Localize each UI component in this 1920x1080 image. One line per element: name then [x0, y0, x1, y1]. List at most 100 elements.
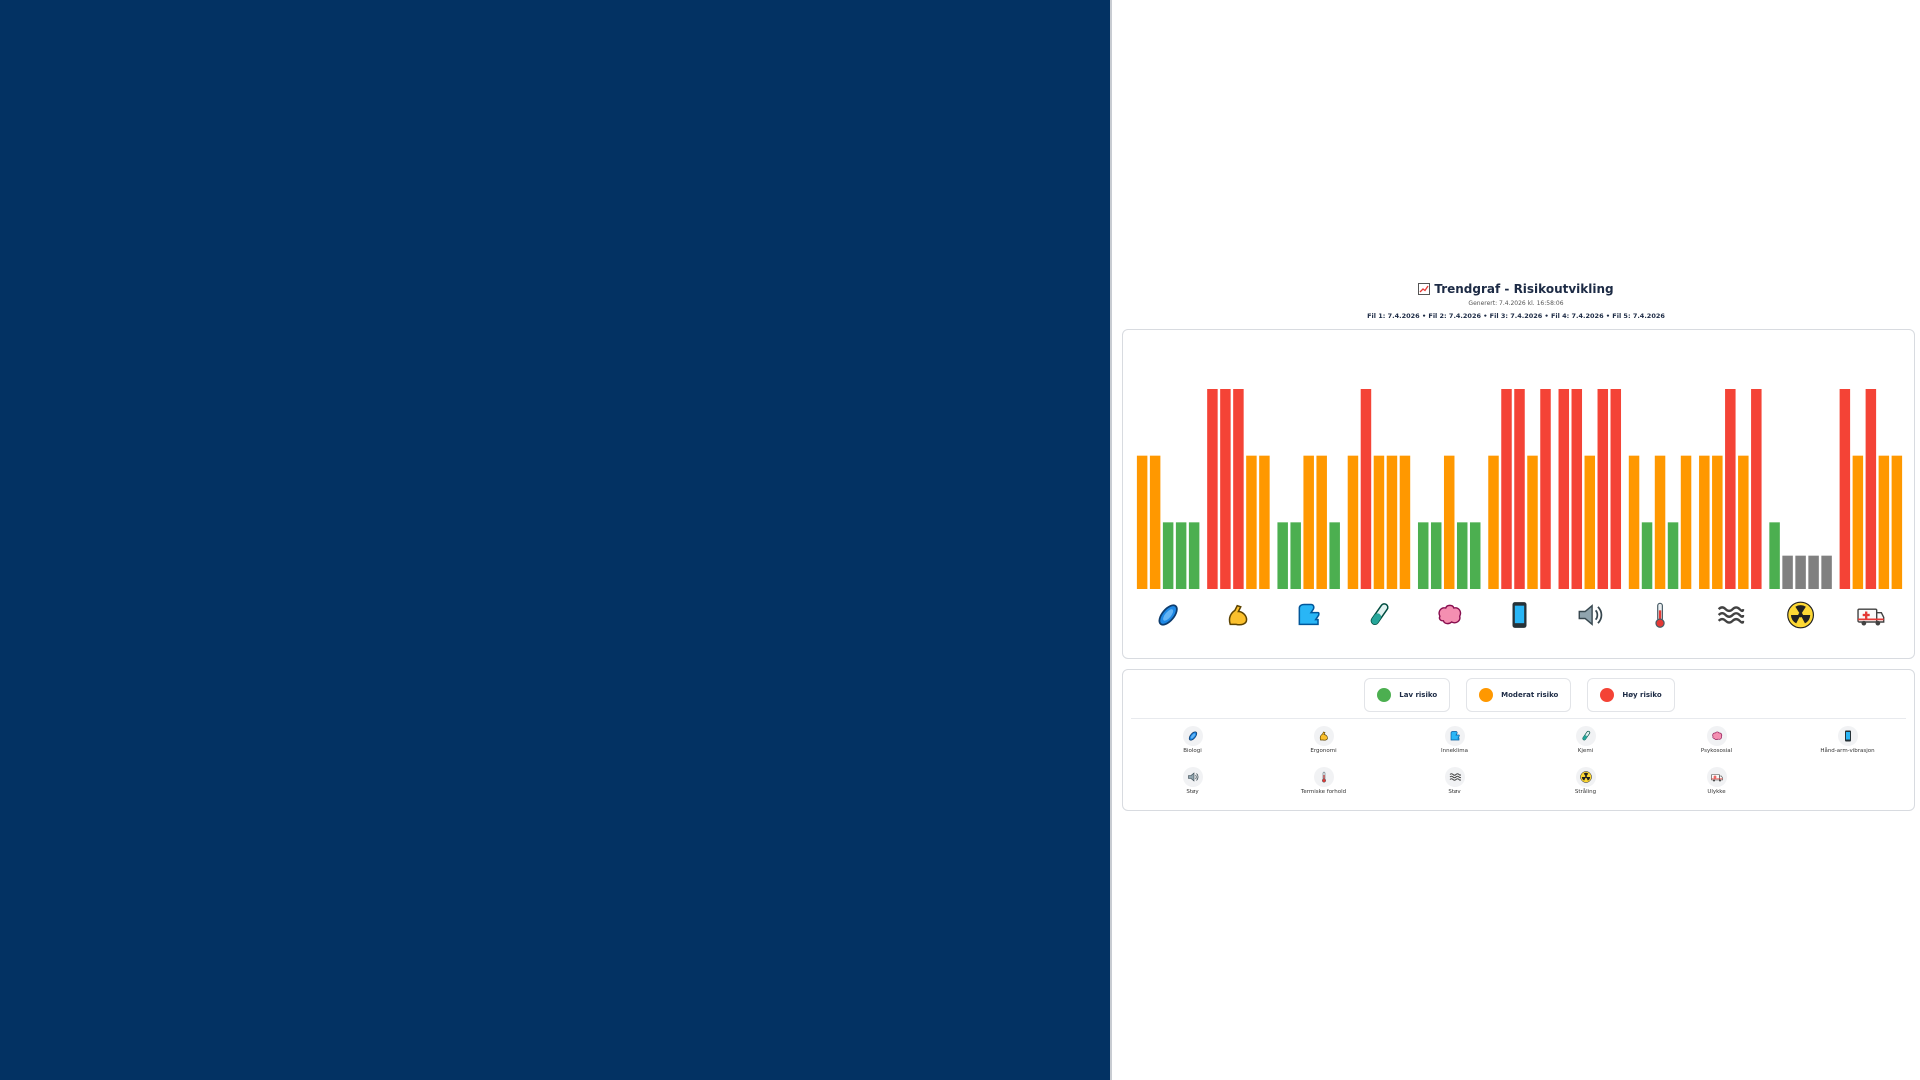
bar-ergonomi-fil-2 [1220, 389, 1231, 589]
bar-kjemi-fil-1 [1347, 455, 1359, 589]
ambulance-icon [1857, 608, 1885, 626]
bar-kjemi-fil-4 [1386, 455, 1398, 589]
left-panel [0, 0, 1112, 1080]
bar-stråling-fil-5 [1821, 555, 1832, 589]
category-icon-badge [1575, 726, 1596, 746]
file-list: Fil 1: 7.4.2026 • Fil 2: 7.4.2026 • Fil … [1367, 312, 1665, 320]
category-icon-badge [1444, 726, 1465, 746]
category-legend-item: Hånd-arm-vibrasjon [1782, 726, 1913, 754]
bar-termiske-forhold-fil-1 [1628, 455, 1640, 589]
bar-kjemi-fil-5 [1399, 455, 1411, 589]
category-legend-item: Psykososial [1651, 726, 1782, 754]
flexed-biceps-icon [1319, 731, 1328, 741]
mobile-phone-icon [1512, 602, 1527, 628]
bar-biologi-fil-3 [1162, 522, 1174, 589]
bar-stråling-fil-4 [1808, 555, 1819, 589]
report-panel: Trendgraf - Risikoutvikling Generert: 7.… [1112, 0, 1920, 1080]
dust-waves-icon [1717, 606, 1745, 624]
page-title: Trendgraf - Risikoutvikling [1112, 280, 1920, 298]
ambulance-icon [1710, 774, 1723, 782]
bar-hånd-arm-vibrasjon-fil-4 [1527, 455, 1538, 589]
bar-stråling-fil-3 [1795, 555, 1806, 589]
category-icon-badge [1706, 726, 1727, 746]
category-label: Psykososial [1700, 748, 1733, 754]
title-text: Trendgraf - Risikoutvikling [1434, 282, 1614, 296]
category-icon-badge [1313, 726, 1334, 746]
bar-biologi-fil-4 [1175, 522, 1187, 589]
bar-psykososial-fil-2 [1430, 522, 1442, 589]
bar-støv-fil-2 [1712, 455, 1723, 589]
bar-støv-fil-3 [1725, 389, 1736, 589]
legend-item-low: Lav risiko [1364, 678, 1451, 712]
category-icon-badge [1313, 767, 1334, 787]
bar-støv-fil-1 [1699, 455, 1710, 589]
bar-støy-fil-4 [1597, 389, 1609, 589]
bar-støy-fil-2 [1571, 389, 1583, 589]
category-label: Kjemi [1577, 748, 1594, 754]
category-label: Støv [1448, 789, 1461, 795]
microbe-icon [1158, 604, 1178, 626]
bar-termiske-forhold-fil-3 [1654, 455, 1666, 589]
airflow-icon [1298, 603, 1320, 626]
bar-inneklima-fil-1 [1277, 522, 1288, 589]
bar-støv-fil-4 [1738, 455, 1749, 589]
bar-ergonomi-fil-3 [1233, 389, 1244, 589]
chart-card [1122, 329, 1915, 659]
bar-støy-fil-3 [1584, 455, 1596, 589]
bar-ulykke-fil-5 [1891, 455, 1903, 589]
category-legend-item: Kjemi [1520, 726, 1651, 754]
bar-ergonomi-fil-5 [1259, 455, 1270, 589]
category-icon-badge [1444, 767, 1465, 787]
bar-støy-fil-5 [1610, 389, 1622, 589]
radioactive-icon [1787, 601, 1815, 629]
dust-waves-icon [1449, 773, 1461, 781]
bar-stråling-fil-1 [1769, 522, 1780, 589]
category-legend-item: Biologi [1127, 726, 1258, 754]
brain-icon [1711, 731, 1722, 740]
risk-legend: Lav risiko Moderat risiko Høy risiko [1123, 678, 1916, 712]
bar-termiske-forhold-fil-4 [1667, 522, 1679, 589]
bar-psykososial-fil-3 [1443, 455, 1455, 589]
speaker-icon [1187, 772, 1198, 782]
legend-dot [1377, 688, 1392, 702]
bar-støv-fil-5 [1751, 389, 1762, 589]
bar-hånd-arm-vibrasjon-fil-2 [1501, 389, 1512, 589]
bar-ulykke-fil-4 [1878, 455, 1890, 589]
legend-divider [1131, 718, 1906, 719]
bar-termiske-forhold-fil-5 [1680, 455, 1692, 589]
bar-hånd-arm-vibrasjon-fil-3 [1514, 389, 1525, 589]
bar-biologi-fil-2 [1149, 455, 1161, 589]
category-legend-item: Støv [1389, 767, 1520, 795]
legend-card: Lav risiko Moderat risiko Høy risiko Biolo… [1122, 669, 1915, 811]
category-label: Hånd-arm-vibrasjon [1820, 748, 1875, 754]
mobile-phone-icon [1844, 730, 1851, 742]
bar-biologi-fil-1 [1136, 455, 1148, 589]
airflow-icon [1450, 731, 1460, 741]
bar-ulykke-fil-1 [1839, 389, 1851, 589]
category-icon-badge [1575, 767, 1596, 787]
radioactive-icon [1579, 771, 1592, 783]
bar-biologi-fil-5 [1188, 522, 1200, 589]
category-label: Ulykke [1707, 789, 1726, 795]
brain-icon [1438, 604, 1462, 625]
generated-timestamp: Generert: 7.4.2026 kl. 16:58:06 [1468, 300, 1564, 307]
category-legend-item: Ulykke [1651, 767, 1782, 795]
legend-dot [1479, 688, 1494, 702]
category-icon-badge [1182, 767, 1203, 787]
bar-psykososial-fil-4 [1456, 522, 1468, 589]
category-legend-item: Termiske forhold [1258, 767, 1389, 795]
category-label: Inneklima [1441, 748, 1468, 754]
bar-psykososial-fil-5 [1469, 522, 1481, 589]
chart-increasing-icon [1418, 283, 1431, 295]
speaker-icon [1578, 604, 1603, 626]
trend-bar-chart [1136, 389, 1903, 629]
category-legend-item: Stråling [1520, 767, 1651, 795]
bar-hånd-arm-vibrasjon-fil-1 [1488, 455, 1499, 589]
category-legend-item: Ergonomi [1258, 726, 1389, 754]
test-tube-icon [1581, 730, 1590, 741]
category-icon-badge [1182, 726, 1203, 746]
category-icon-badge [1837, 726, 1858, 746]
bar-kjemi-fil-3 [1373, 455, 1385, 589]
thermometer-icon [1655, 602, 1665, 628]
thermometer-icon [1321, 771, 1326, 783]
